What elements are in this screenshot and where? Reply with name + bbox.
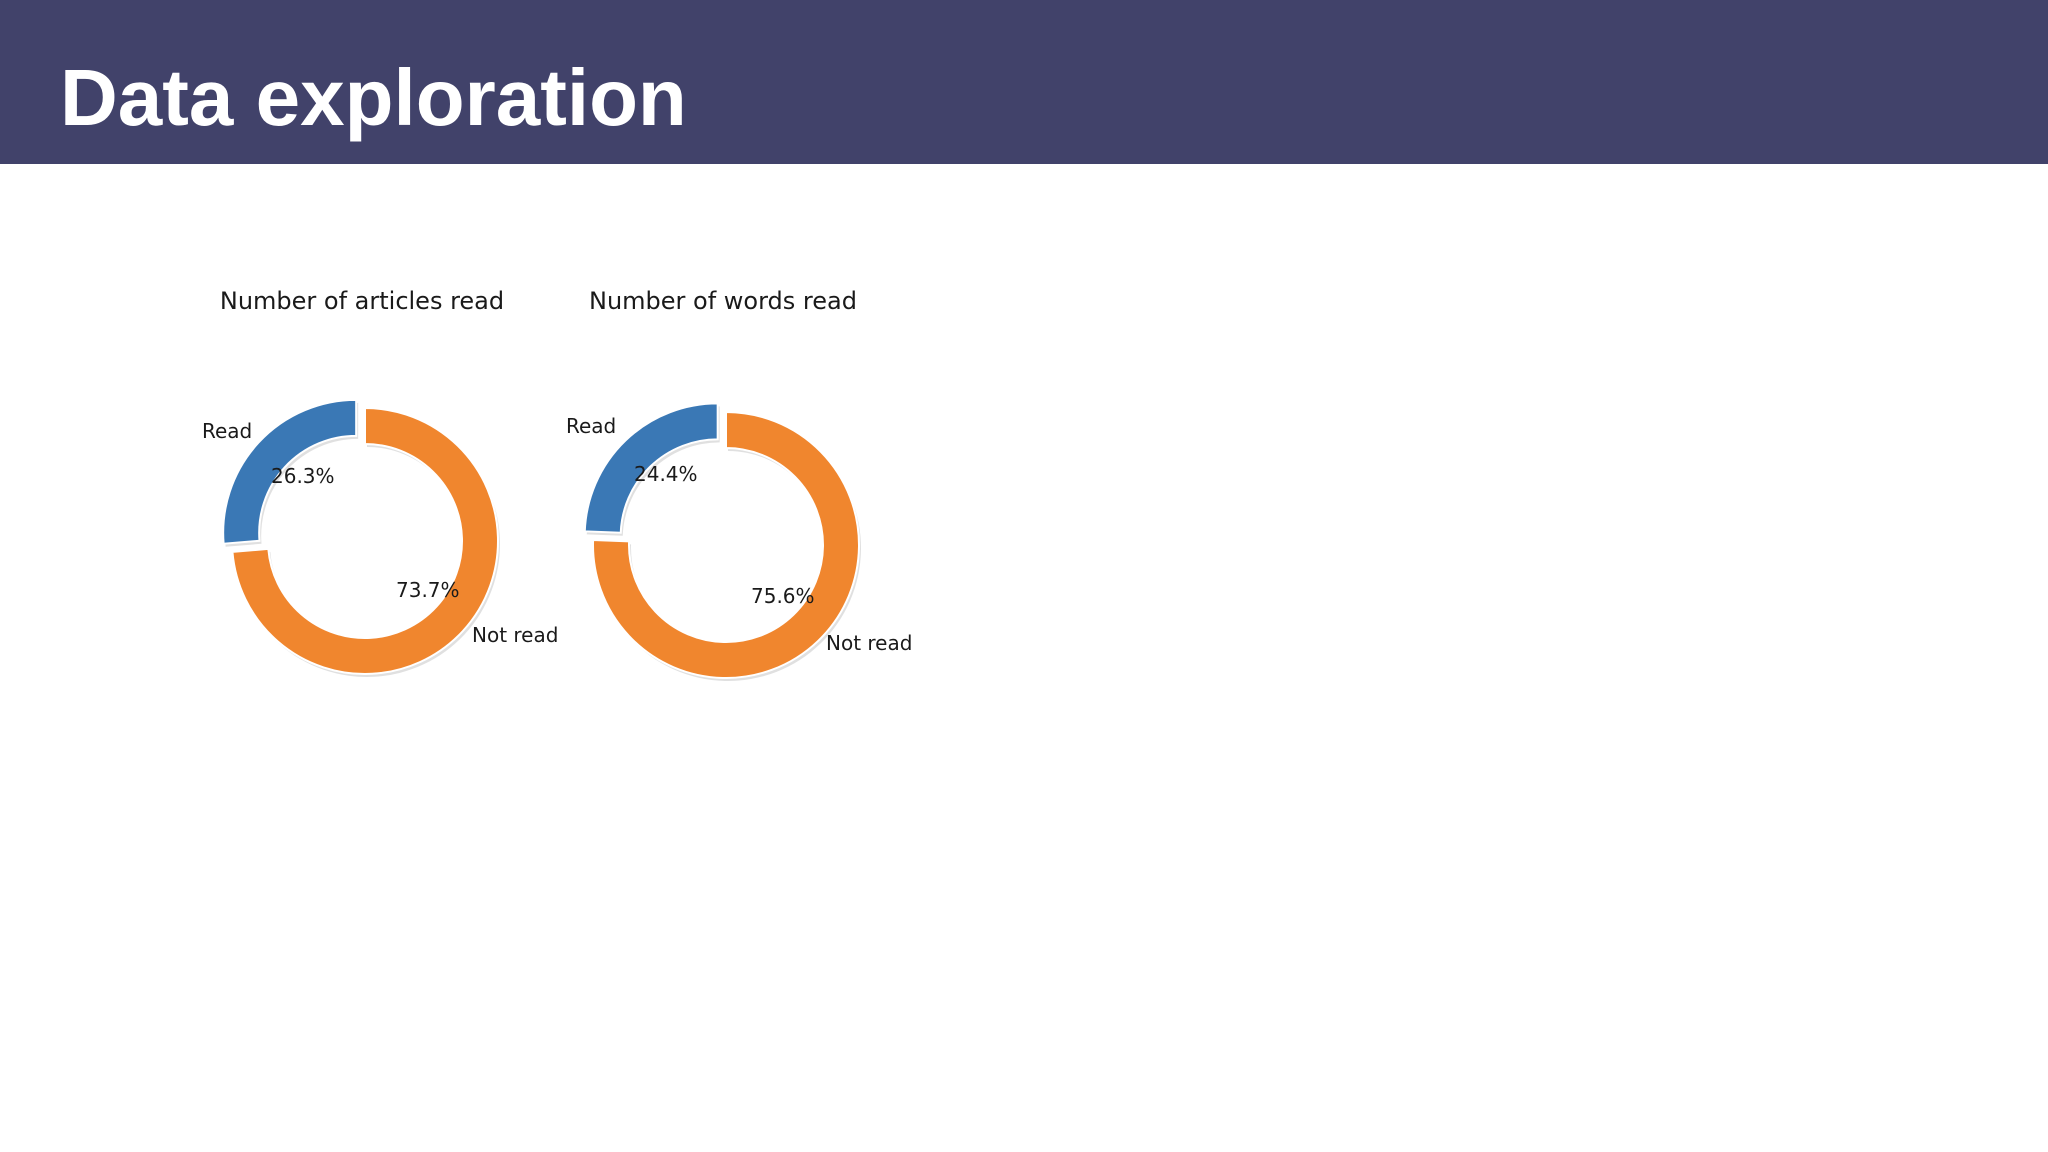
- slide-title: Data exploration: [60, 53, 687, 142]
- donut-slice-not-read: [231, 406, 499, 675]
- slices-words: [583, 402, 861, 681]
- slice-label-read: Read: [566, 414, 616, 438]
- pct-label-read: 24.4%: [634, 462, 698, 486]
- slice-label-not-read: Not read: [826, 631, 912, 655]
- donut-slice-not-read: [592, 410, 860, 679]
- header-bar: Data exploration: [0, 0, 2048, 164]
- slices-articles: [222, 398, 501, 677]
- donut-chart-articles: Number of articles read Read 26.3% 73.7%…: [202, 287, 558, 677]
- chart-title-articles: Number of articles read: [220, 287, 504, 315]
- donut-chart-words: Number of words read Read 24.4% 75.6% No…: [566, 287, 912, 681]
- chart-title-words: Number of words read: [589, 287, 857, 315]
- pct-label-not-read: 73.7%: [396, 578, 460, 602]
- slice-label-not-read: Not read: [472, 623, 558, 647]
- pct-label-read: 26.3%: [271, 464, 335, 488]
- donut-slice-read: [583, 402, 719, 534]
- pct-label-not-read: 75.6%: [751, 584, 815, 608]
- slice-label-read: Read: [202, 419, 252, 443]
- donut-slice-read: [222, 398, 358, 545]
